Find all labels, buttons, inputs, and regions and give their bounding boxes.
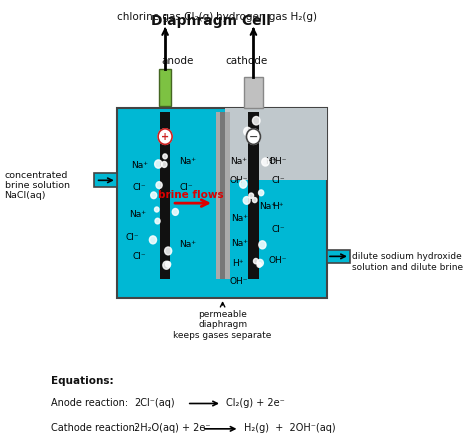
Circle shape xyxy=(258,190,264,196)
Circle shape xyxy=(149,236,156,244)
Bar xyxy=(248,112,259,279)
Text: brine flows: brine flows xyxy=(157,190,223,200)
Text: Cl⁻: Cl⁻ xyxy=(271,176,285,185)
Circle shape xyxy=(156,182,162,188)
Circle shape xyxy=(244,127,251,136)
Text: Anode reaction:: Anode reaction: xyxy=(51,398,128,408)
Text: H⁺: H⁺ xyxy=(265,157,277,166)
Circle shape xyxy=(155,218,160,224)
Text: H⁺: H⁺ xyxy=(233,260,244,268)
Text: Na⁺: Na⁺ xyxy=(129,210,146,219)
Text: Cl₂(g) + 2e⁻: Cl₂(g) + 2e⁻ xyxy=(226,398,285,408)
Text: permeable
diaphragm
keeps gases separate: permeable diaphragm keeps gases separate xyxy=(173,310,272,340)
Text: concentrated
brine solution
NaCl(aq): concentrated brine solution NaCl(aq) xyxy=(5,170,70,201)
Text: Na⁺: Na⁺ xyxy=(259,202,276,212)
Text: Cl⁻: Cl⁻ xyxy=(133,184,146,192)
Text: anode: anode xyxy=(161,56,193,66)
Bar xyxy=(244,77,263,108)
Bar xyxy=(220,112,225,279)
Circle shape xyxy=(243,197,250,204)
Text: Na⁺: Na⁺ xyxy=(179,157,196,166)
Text: Na⁺: Na⁺ xyxy=(232,239,249,248)
Text: cathode: cathode xyxy=(225,56,267,66)
Text: OH⁻: OH⁻ xyxy=(229,277,247,286)
Circle shape xyxy=(162,161,167,167)
Bar xyxy=(159,69,171,106)
Circle shape xyxy=(151,192,157,199)
Bar xyxy=(94,173,117,187)
Text: Diaphragm Cell: Diaphragm Cell xyxy=(151,14,271,28)
Text: Cathode reaction:: Cathode reaction: xyxy=(51,423,138,433)
Text: Cl⁻: Cl⁻ xyxy=(179,184,193,192)
Text: 2Cl⁻(aq): 2Cl⁻(aq) xyxy=(134,398,175,408)
Text: 2H₂O(aq) + 2e⁻: 2H₂O(aq) + 2e⁻ xyxy=(134,423,211,433)
Bar xyxy=(225,108,327,180)
Circle shape xyxy=(253,198,257,203)
Text: H₂(g)  +  2OH⁻(aq): H₂(g) + 2OH⁻(aq) xyxy=(244,423,336,433)
Text: hydrogen gas H₂(g): hydrogen gas H₂(g) xyxy=(216,12,317,22)
Text: OH⁻: OH⁻ xyxy=(229,176,247,185)
Text: −: − xyxy=(249,132,258,142)
Circle shape xyxy=(257,260,264,267)
Circle shape xyxy=(253,117,260,125)
Text: Cl⁻: Cl⁻ xyxy=(271,225,285,234)
Text: dilute sodium hydroxide
solution and dilute brine: dilute sodium hydroxide solution and dil… xyxy=(353,253,464,272)
Text: +: + xyxy=(161,132,169,142)
Circle shape xyxy=(155,160,162,168)
Circle shape xyxy=(254,258,258,264)
Circle shape xyxy=(249,193,254,198)
Circle shape xyxy=(163,261,170,269)
Text: Cl⁻: Cl⁻ xyxy=(126,233,139,242)
Text: OH⁻: OH⁻ xyxy=(269,157,287,166)
Text: Na⁺: Na⁺ xyxy=(131,161,148,170)
Bar xyxy=(160,112,170,279)
Bar xyxy=(216,112,229,279)
Circle shape xyxy=(155,207,159,212)
Bar xyxy=(117,108,327,298)
Text: Equations:: Equations: xyxy=(51,376,114,386)
Circle shape xyxy=(262,158,269,166)
Text: chlorine gas Cl₂(g): chlorine gas Cl₂(g) xyxy=(117,12,213,22)
Circle shape xyxy=(165,261,171,267)
Circle shape xyxy=(164,247,172,255)
Text: Cl⁻: Cl⁻ xyxy=(133,252,146,261)
Text: Na⁺: Na⁺ xyxy=(230,157,247,166)
Text: Na⁺: Na⁺ xyxy=(179,240,196,250)
Circle shape xyxy=(172,208,178,215)
Text: H⁺: H⁺ xyxy=(272,202,284,212)
Circle shape xyxy=(163,154,167,159)
Text: Na⁺: Na⁺ xyxy=(232,214,249,223)
Circle shape xyxy=(259,241,266,249)
Circle shape xyxy=(158,129,172,144)
Text: OH⁻: OH⁻ xyxy=(269,256,287,265)
Bar xyxy=(327,250,350,263)
Circle shape xyxy=(246,129,260,144)
Circle shape xyxy=(257,262,262,267)
Circle shape xyxy=(239,180,247,188)
